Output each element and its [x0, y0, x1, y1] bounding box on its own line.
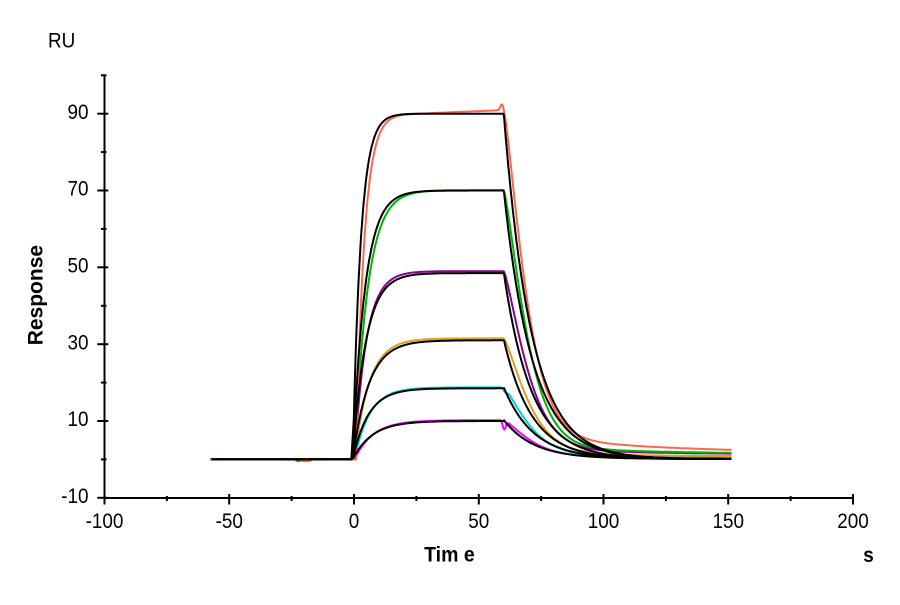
- svg-text:-10: -10: [61, 485, 88, 508]
- svg-text:Tim e: Tim e: [424, 544, 475, 567]
- svg-text:RU: RU: [48, 29, 75, 52]
- svg-text:90: 90: [67, 101, 88, 124]
- svg-text:150: 150: [712, 510, 744, 533]
- svg-text:s: s: [863, 544, 874, 567]
- svg-text:-100: -100: [86, 510, 124, 533]
- svg-text:30: 30: [67, 332, 88, 355]
- svg-text:50: 50: [468, 510, 489, 533]
- svg-text:200: 200: [837, 510, 869, 533]
- svg-text:100: 100: [588, 510, 620, 533]
- svg-text:Response: Response: [24, 245, 47, 345]
- svg-text:-50: -50: [216, 510, 243, 533]
- svg-text:70: 70: [67, 178, 88, 201]
- svg-text:0: 0: [349, 510, 360, 533]
- svg-text:10: 10: [67, 408, 88, 431]
- svg-text:50: 50: [67, 255, 88, 278]
